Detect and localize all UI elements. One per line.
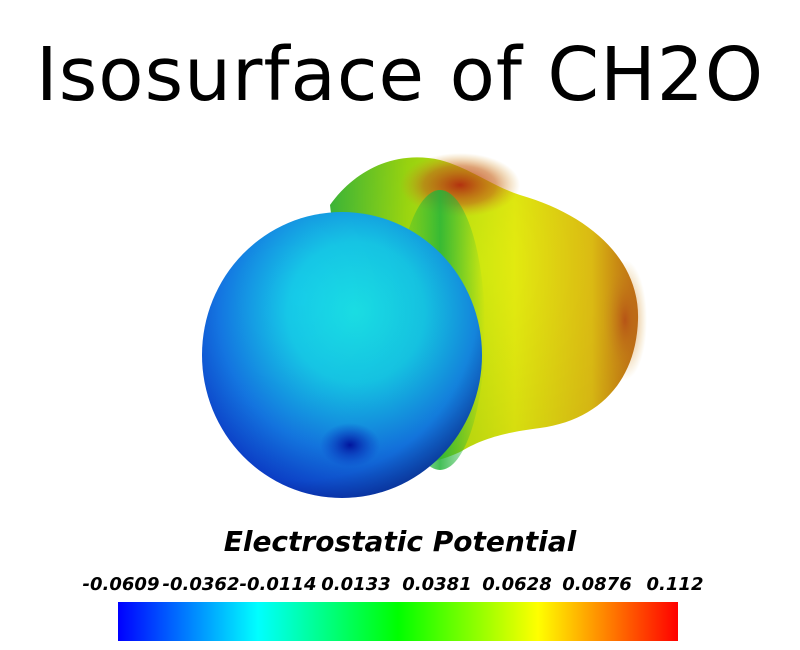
colorbar: [118, 602, 678, 641]
colorbar-tick-label: 0.112: [646, 574, 704, 595]
colorbar-tick-label: 0.0133: [321, 574, 391, 595]
colorbar-tick-label: -0.0114: [239, 574, 317, 595]
colorbar-tick-label: -0.0609: [82, 574, 160, 595]
colorbar-tick-labels: -0.0609 -0.0362 -0.0114 0.0133 0.0381 0.…: [0, 576, 800, 600]
figure-title: Isosurface of CH2O: [35, 32, 765, 118]
colorbar-tick-label: 0.0876: [562, 574, 632, 595]
blue-sphere: [202, 212, 482, 498]
colorbar-tick-label: -0.0362: [162, 574, 240, 595]
colorbar-title: Electrostatic Potential: [223, 525, 577, 558]
colorbar-tick-label: 0.0628: [482, 574, 552, 595]
colorbar-tick-label: 0.0381: [402, 574, 472, 595]
